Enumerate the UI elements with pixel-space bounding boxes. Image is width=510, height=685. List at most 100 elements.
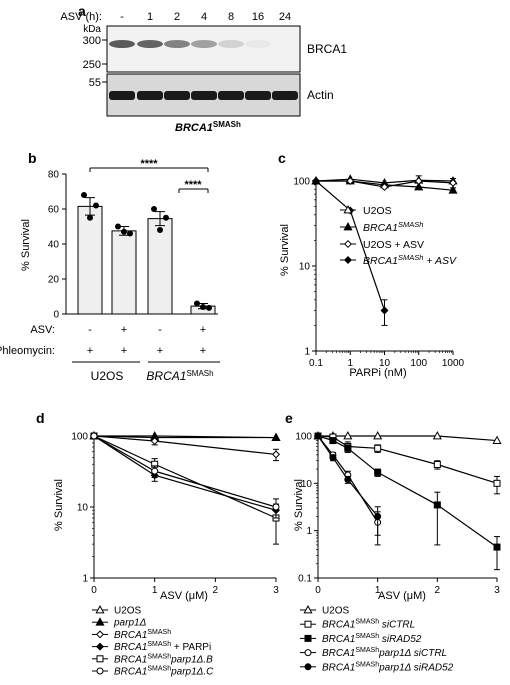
panel-e-label: e [285, 410, 293, 426]
y-tick-label: 60 [48, 205, 60, 216]
lane-label: 8 [228, 11, 234, 23]
data-point [163, 214, 169, 221]
legend-suffix: parp1Δ.C [170, 667, 214, 678]
y-tick-label: 10 [301, 479, 313, 490]
actin-band [218, 91, 244, 100]
legend-sup: SMASh [398, 220, 423, 229]
kda-label: kDa [83, 24, 101, 35]
panel-c-label: c [278, 150, 286, 166]
data-point [329, 437, 337, 445]
sig-marker-u2os-vs-brca1: **** [140, 158, 158, 170]
panel-d-label: d [36, 410, 45, 426]
x-tick-label: 3 [494, 585, 500, 596]
panel-e-ylabel: % Survival [293, 479, 305, 531]
actin-band [272, 91, 298, 100]
y-tick-label: 20 [48, 275, 60, 286]
legend-sup: SMASh [355, 661, 379, 668]
brca1-band [245, 40, 271, 48]
legend-marker [95, 617, 105, 626]
legend-label: U2OS + ASV [363, 239, 424, 251]
brca1-band [191, 40, 217, 48]
legend-sup: SMASh [147, 629, 171, 636]
legend-marker [304, 620, 312, 628]
legend-marker [96, 655, 104, 663]
legend-sup: SMASh [147, 641, 171, 648]
data-point [115, 223, 121, 230]
y-tick-label: 0 [53, 310, 59, 321]
y-tick-label: 10 [77, 503, 89, 514]
y-tick-label: 40 [48, 240, 60, 251]
data-point [157, 227, 163, 233]
panel-e: e % Survival ASV (μM) 0.1 1 10 100 0 1 2 3 U2OS… [285, 410, 502, 673]
actin-band [245, 91, 271, 100]
x-tick-label: 0 [315, 585, 321, 596]
data-point [206, 304, 212, 311]
data-point [448, 185, 458, 194]
legend-suffix: parp1Δ siCTRL [378, 648, 447, 659]
data-point [380, 182, 389, 192]
data-point [374, 512, 382, 520]
legend-label: BRCA1SMASh siCTRL [322, 619, 415, 631]
legend-text: BRCA1 [114, 667, 147, 678]
panel-c-ylabel: % Survival [279, 224, 291, 276]
legend-text: parp1Δ [113, 618, 147, 629]
x-tick-label: 0.1 [309, 358, 323, 369]
brca1-blot-label: BRCA1 [307, 42, 347, 56]
cell-line-label: BRCA1SMASh [175, 120, 241, 134]
legend-suffix: + ASV [423, 255, 457, 267]
data-point [121, 228, 127, 235]
legend-label: U2OS [322, 606, 350, 617]
data-point [314, 432, 322, 440]
asv-value: - [88, 324, 92, 336]
group-label-u2os: U2OS [91, 369, 124, 383]
legend-label: BRCA1SMAShparp1Δ.B [114, 653, 213, 665]
legend-label: BRCA1SMASh + PARPi [114, 641, 211, 653]
actin-band [191, 91, 217, 100]
data-point [200, 304, 206, 310]
phleomycin-row-label: Phleomycin: [0, 345, 55, 357]
legend-text: U2OS [114, 606, 142, 617]
y-tick-label: 80 [48, 170, 60, 181]
series-line [93, 435, 277, 508]
legend-marker [95, 642, 105, 651]
y-tick-label: 0.1 [298, 574, 312, 585]
brca1-band [137, 40, 163, 48]
legend-text: U2OS [363, 205, 392, 217]
lane-label: 16 [252, 11, 264, 23]
data-point [448, 178, 458, 187]
actin-band [137, 91, 163, 100]
data-point [374, 468, 382, 476]
data-point [151, 467, 159, 475]
asv-value: - [158, 324, 162, 336]
legend-suffix: siCTRL [379, 620, 415, 631]
legend-marker [343, 222, 353, 231]
data-point [271, 432, 281, 441]
legend-label: BRCA1SMASh [363, 220, 423, 234]
data-point [374, 444, 382, 452]
legend-label: BRCA1SMAShparp1Δ siRAD52 [322, 661, 454, 673]
legend-marker [343, 205, 353, 214]
asv-hours-label: ASV (h): [60, 11, 102, 23]
legend-marker [343, 255, 353, 265]
legend-label: U2OS [114, 606, 142, 617]
data-point [344, 444, 352, 452]
lane-label: 4 [201, 11, 207, 23]
legend-suffix: parp1Δ siRAD52 [378, 662, 454, 673]
bar [77, 205, 103, 315]
legend-suffix: parp1Δ.B [170, 654, 213, 665]
data-point [194, 300, 200, 307]
panel-b-label: b [28, 150, 37, 166]
panel-a: a ASV (h): - 1 2 4 8 16 24 kDa 300 250 5… [60, 3, 347, 134]
panel-e-xlabel: ASV (μM) [378, 590, 426, 602]
x-tick-label: 1 [152, 585, 158, 596]
data-point [311, 176, 321, 186]
legend-suffix: + PARPi [171, 642, 211, 653]
data-point [151, 206, 157, 212]
bar [111, 230, 137, 315]
x-tick-label: 100 [410, 358, 427, 369]
marker-300: 300 [83, 35, 101, 47]
legend-sup: SMASh [147, 666, 171, 673]
y-tick-label: 1 [82, 574, 88, 585]
data-point [433, 460, 441, 468]
